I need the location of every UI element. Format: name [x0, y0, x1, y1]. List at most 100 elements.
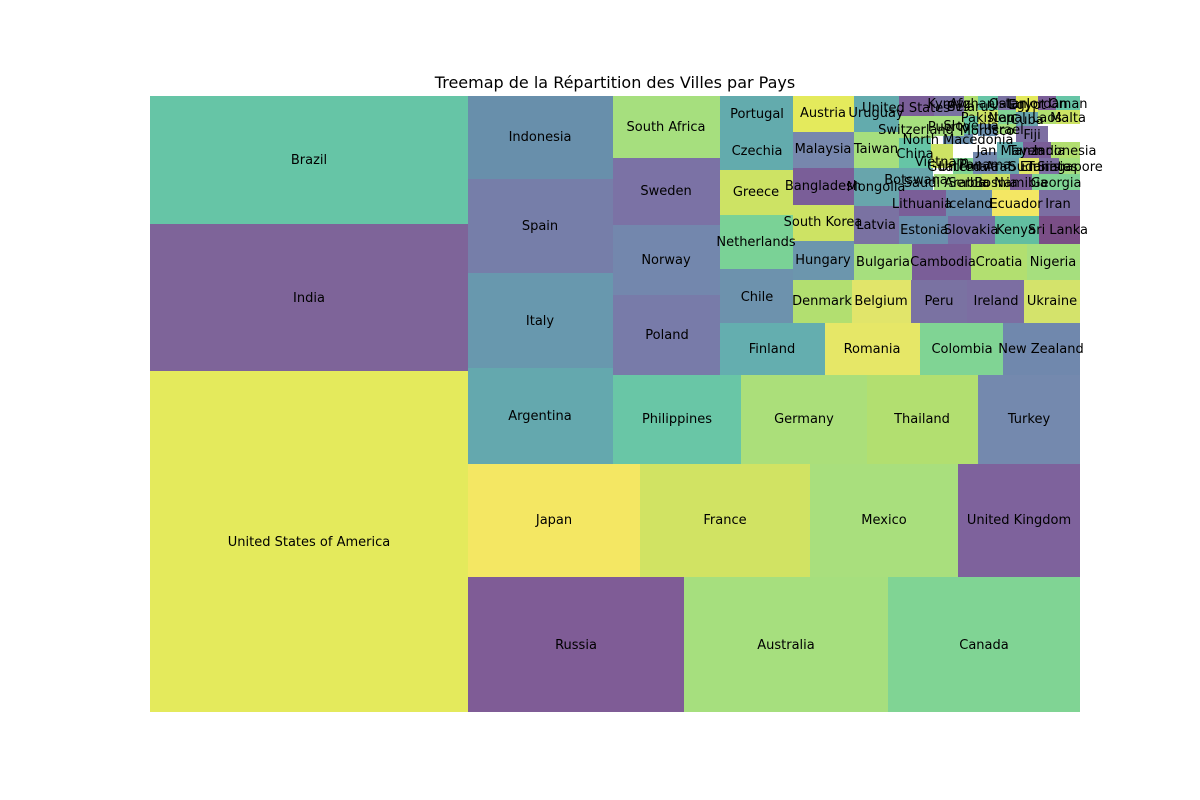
treemap-cell — [899, 116, 934, 138]
treemap-cell — [946, 190, 992, 216]
treemap-cell — [1003, 323, 1080, 375]
treemap-cell — [720, 132, 793, 170]
treemap-cell — [793, 205, 854, 241]
treemap-cell-label: North Macedonia — [903, 133, 1014, 148]
treemap-cell-label: Argentina — [508, 409, 571, 424]
treemap-cell — [468, 273, 613, 368]
treemap-cell-label: Croatia — [976, 255, 1023, 270]
treemap-cell — [468, 179, 613, 273]
treemap-cell — [1039, 216, 1080, 244]
treemap-cell-label: Tanzania — [1008, 144, 1066, 159]
treemap-cell — [468, 96, 613, 179]
treemap-cell — [964, 96, 978, 116]
treemap-cell — [899, 96, 934, 116]
treemap-cell — [978, 110, 998, 124]
treemap-cell-label: Brazil — [291, 153, 327, 168]
treemap-cell-label: Colombia — [931, 342, 992, 357]
treemap-cell — [613, 375, 741, 464]
treemap-cell-label: Mexico — [861, 513, 906, 528]
treemap-cell-label: Canada — [959, 638, 1008, 653]
treemap-cell — [967, 280, 1024, 323]
treemap-cell-label: Poland — [645, 328, 688, 343]
treemap-cell-label: United Arab Emirates — [938, 160, 1077, 175]
treemap-cell — [1016, 96, 1038, 112]
treemap-cell — [720, 269, 793, 323]
treemap-cell-label: Bosnia — [974, 176, 1017, 191]
treemap-cell-label: Egypt — [1008, 98, 1046, 113]
treemap-cell — [1056, 96, 1080, 110]
treemap-cell-label: Turkey — [1007, 412, 1051, 427]
treemap-cell — [1010, 174, 1032, 190]
treemap-cell — [867, 375, 978, 464]
treemap-cell-label: Laos — [1032, 111, 1062, 126]
treemap-cell-label: Cambodia — [910, 255, 976, 270]
treemap-cell — [998, 96, 1016, 110]
treemap-cell — [1038, 96, 1056, 110]
treemap-cell-label: South Korea — [784, 215, 863, 230]
treemap-cell-label: Sri Lanka — [1028, 223, 1088, 238]
treemap-cell-label: Sudan — [1009, 160, 1050, 175]
treemap-cell — [934, 116, 964, 136]
treemap-cell — [854, 132, 899, 168]
treemap-cell — [613, 225, 720, 295]
treemap-cell-label: Kyrgyz — [927, 97, 970, 112]
treemap-cell — [150, 96, 468, 224]
treemap-cell-label: Kenya — [996, 223, 1036, 238]
treemap-cell-label: Tunisia — [1026, 160, 1071, 175]
treemap-cell-label: Morocco — [960, 124, 1014, 139]
treemap-cell-label: Ireland — [974, 294, 1019, 309]
treemap-cell — [997, 142, 1023, 158]
treemap-cell-label: Lithuania — [892, 197, 952, 212]
treemap-cell-label: Afghanistan — [949, 97, 1026, 112]
treemap-cell — [888, 577, 1080, 712]
treemap-cell — [852, 280, 911, 323]
treemap-cell — [720, 215, 793, 269]
treemap-cell-label: Saudi Arabia — [904, 176, 987, 191]
treemap-cell-label: Panama — [959, 158, 1011, 173]
treemap-cells: United States of America India Brazil Russi… — [150, 96, 1103, 712]
treemap-cell — [978, 124, 997, 136]
treemap-cell-label: Peru — [925, 294, 954, 309]
treemap-cell — [978, 375, 1080, 464]
treemap-cell — [468, 577, 684, 712]
treemap-cell-label: Qatar — [989, 97, 1026, 112]
treemap-cell — [995, 216, 1039, 244]
treemap-cell-label: Jan Mayen — [975, 144, 1043, 159]
chart-title: Treemap de la Répartition des Villes par… — [434, 73, 795, 92]
treemap-cell — [931, 144, 953, 168]
treemap-cell — [964, 116, 978, 134]
treemap-cell — [684, 577, 888, 712]
treemap-cell — [899, 138, 931, 168]
treemap-cell-label: Serbia — [948, 176, 989, 191]
treemap-cell — [793, 168, 854, 205]
treemap-cell — [613, 158, 720, 225]
treemap-cell — [720, 323, 825, 375]
treemap-cell-label: Vietnam — [915, 155, 969, 170]
treemap-cell-label: Japan — [535, 513, 572, 528]
treemap-cell — [854, 206, 899, 244]
treemap-cell-label: Iceland — [945, 197, 992, 212]
treemap-cell — [943, 134, 973, 144]
treemap-cell-label: Nigeria — [1030, 255, 1077, 270]
treemap-cell-label: South Africa — [627, 120, 706, 135]
treemap-cell — [1016, 112, 1038, 126]
treemap-cell-label: Fiji — [1023, 128, 1040, 143]
treemap-cell — [793, 241, 854, 280]
treemap-cell-label: Denmark — [792, 294, 852, 309]
treemap-cell-label: United States of America — [228, 535, 390, 550]
treemap-cell-label: Switzerland — [878, 123, 954, 138]
treemap-cell-label: Ecuador — [989, 197, 1043, 212]
treemap-cell — [934, 96, 964, 116]
treemap-cell — [1023, 142, 1051, 158]
treemap-cell-label: Italy — [526, 314, 555, 329]
treemap-cell — [1027, 244, 1080, 280]
treemap-cell — [854, 96, 899, 132]
treemap-cell-label: United Kingdom — [967, 513, 1071, 528]
treemap-cell-label: Sweden — [640, 184, 691, 199]
treemap-cell-label: France — [703, 513, 746, 528]
treemap-cell — [150, 371, 468, 712]
treemap-cell-label: Philippines — [642, 412, 712, 427]
treemap-cell-label: Austria — [800, 106, 846, 121]
treemap-cell-label: Bangladesh — [785, 179, 861, 194]
treemap-cell-label: Romania — [844, 342, 901, 357]
